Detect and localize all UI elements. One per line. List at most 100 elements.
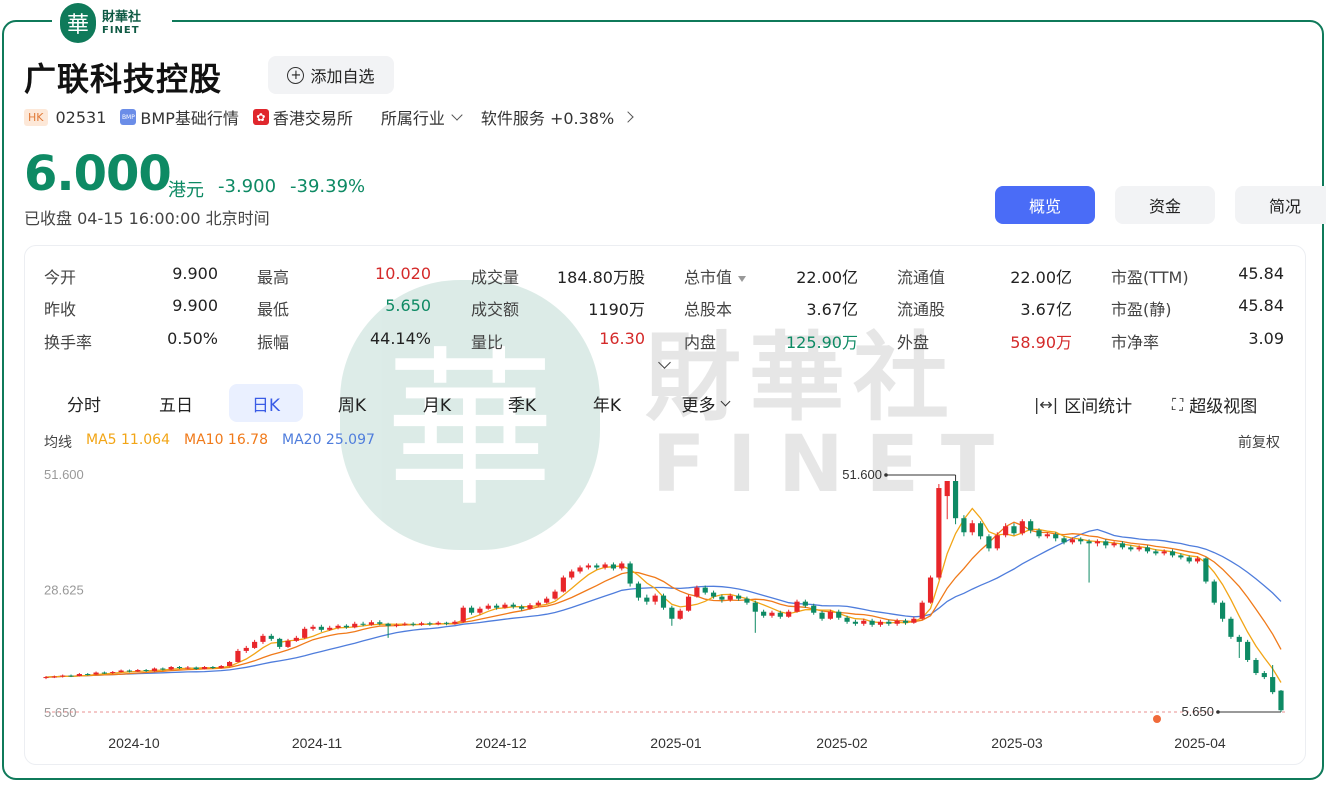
- candle-body: [1144, 547, 1151, 552]
- industry-dropdown[interactable]: 所属行业: [381, 105, 463, 129]
- exchange-label: 香港交易所: [272, 109, 353, 128]
- candle-body: [1103, 541, 1109, 546]
- market-status: 已收盘 04-15 16:00:00 北京时间: [24, 209, 270, 228]
- ma-legend: 均线 MA5 11.064 MA10 16.78 MA20 25.097: [44, 432, 375, 452]
- candle-body: [502, 604, 508, 608]
- candle-body: [694, 587, 700, 597]
- super-view-label: 超级视图: [1189, 397, 1258, 417]
- candle-body: [1153, 551, 1159, 554]
- tab-daily-k[interactable]: 日K: [229, 384, 303, 422]
- range-arrows-icon: |↔|: [1034, 395, 1059, 414]
- adjustment-mode-button[interactable]: 前复权: [1238, 435, 1280, 451]
- tab-five-day[interactable]: 五日: [159, 395, 193, 416]
- quote-value-prev-close: 9.900: [172, 296, 218, 315]
- tab-monthly-k[interactable]: 月K: [422, 395, 452, 416]
- candle-body: [1094, 541, 1101, 544]
- candle-body: [118, 670, 124, 673]
- tab-overview[interactable]: 概览: [995, 186, 1095, 224]
- candle-body: [85, 674, 91, 676]
- quote-value-total-shares: 3.67亿: [806, 300, 858, 319]
- candle-body: [302, 628, 308, 638]
- quote-label-market-cap[interactable]: 总市值: [684, 264, 747, 288]
- candle-body: [1186, 557, 1192, 562]
- x-tick-label: 2024-11: [292, 735, 343, 751]
- candle-body: [978, 523, 984, 537]
- candle-body: [585, 565, 591, 568]
- candle-body: [519, 606, 525, 609]
- candle-body: [652, 595, 658, 602]
- quote-label-float-value: 流通值: [897, 268, 946, 287]
- candle-body: [719, 596, 725, 600]
- candle-body: [911, 618, 917, 623]
- candle-body: [494, 605, 500, 608]
- candle-body: [544, 598, 550, 603]
- tab-quarterly-k[interactable]: 季K: [507, 395, 537, 416]
- candle-body: [443, 622, 450, 624]
- quote-label-prev-close: 昨收: [44, 300, 77, 319]
- candle-body: [594, 565, 600, 568]
- quote-label-volume: 成交量: [471, 268, 520, 287]
- sector-label: 软件服务 +0.38%: [480, 109, 615, 128]
- candle-body: [427, 623, 433, 625]
- candle-body: [1003, 526, 1009, 536]
- tab-yearly-k[interactable]: 年K: [592, 395, 622, 416]
- candle-body: [527, 605, 533, 609]
- candle-body: [577, 567, 583, 572]
- range-stats-button[interactable]: |↔| 区间统计: [1034, 392, 1132, 417]
- candle-body: [1044, 534, 1050, 537]
- candle-body: [1178, 555, 1184, 558]
- candle-body: [635, 583, 642, 598]
- candle-body: [201, 667, 208, 670]
- quote-label-float-shares: 流通股: [897, 300, 946, 319]
- quote-label-volume-ratio: 量比: [471, 333, 504, 352]
- candle-body: [1111, 543, 1117, 546]
- x-tick-label: 2025-02: [816, 735, 868, 751]
- quote-value-float-shares: 3.67亿: [1020, 300, 1072, 319]
- tab-more-label: 更多: [681, 395, 716, 416]
- brand-logo-text: 財華社 FINET: [102, 11, 141, 36]
- candle-body: [468, 607, 475, 613]
- brand-logo-icon: 華: [60, 3, 96, 43]
- quote-label-pb: 市净率: [1111, 333, 1160, 352]
- quote-label-inner-volume: 内盘: [684, 333, 717, 352]
- candle-body: [1028, 521, 1034, 531]
- quote-label-pe-static: 市盈(静): [1111, 300, 1172, 319]
- tab-profile[interactable]: 简况: [1235, 186, 1326, 224]
- y-tick-label: 51.600: [44, 467, 84, 482]
- candle-body: [1011, 526, 1017, 534]
- tab-weekly-k[interactable]: 周K: [337, 395, 367, 416]
- add-watchlist-label: 添加自选: [310, 67, 375, 86]
- candle-body: [285, 640, 291, 647]
- quote-value-inner-volume: 125.90万: [786, 333, 858, 352]
- brand-name-en: FINET: [102, 24, 140, 36]
- candle-body: [602, 564, 608, 568]
- tab-more[interactable]: 更多: [670, 384, 740, 422]
- candle-body: [827, 611, 833, 619]
- candle-body: [168, 667, 174, 670]
- tab-capital[interactable]: 资金: [1115, 186, 1215, 224]
- candle-body: [777, 612, 783, 617]
- candle-body: [68, 675, 74, 677]
- candle-body: [1211, 581, 1217, 603]
- price-change-pct: -39.39%: [290, 176, 366, 197]
- candle-body: [51, 676, 57, 678]
- sector-link[interactable]: 软件服务 +0.38%: [480, 105, 634, 129]
- quote-label-turnover-rate: 换手率: [44, 333, 93, 352]
- market-cap-label: 总市值: [684, 268, 733, 287]
- stock-meta: HK 02531 BMP BMP基础行情 ✿ 香港交易所 所属行业 软件服务 +…: [24, 104, 634, 130]
- candle-body: [844, 617, 850, 622]
- y-tick-label: 28.625: [44, 583, 84, 598]
- candle-body: [310, 626, 316, 629]
- candle-body: [669, 607, 675, 619]
- quote-label-amount: 成交额: [471, 300, 520, 319]
- tab-intraday[interactable]: 分时: [67, 395, 101, 416]
- add-watchlist-button[interactable]: + 添加自选: [268, 56, 394, 94]
- candle-body: [335, 625, 341, 628]
- brand-logo[interactable]: 華 財華社 FINET: [52, 0, 172, 46]
- candle-body: [1019, 521, 1025, 534]
- candle-body: [944, 481, 950, 497]
- super-view-button[interactable]: ⛶ 超级视图: [1172, 392, 1258, 418]
- low-annotation-label: 5.650: [1181, 704, 1214, 719]
- candle-body: [293, 637, 299, 641]
